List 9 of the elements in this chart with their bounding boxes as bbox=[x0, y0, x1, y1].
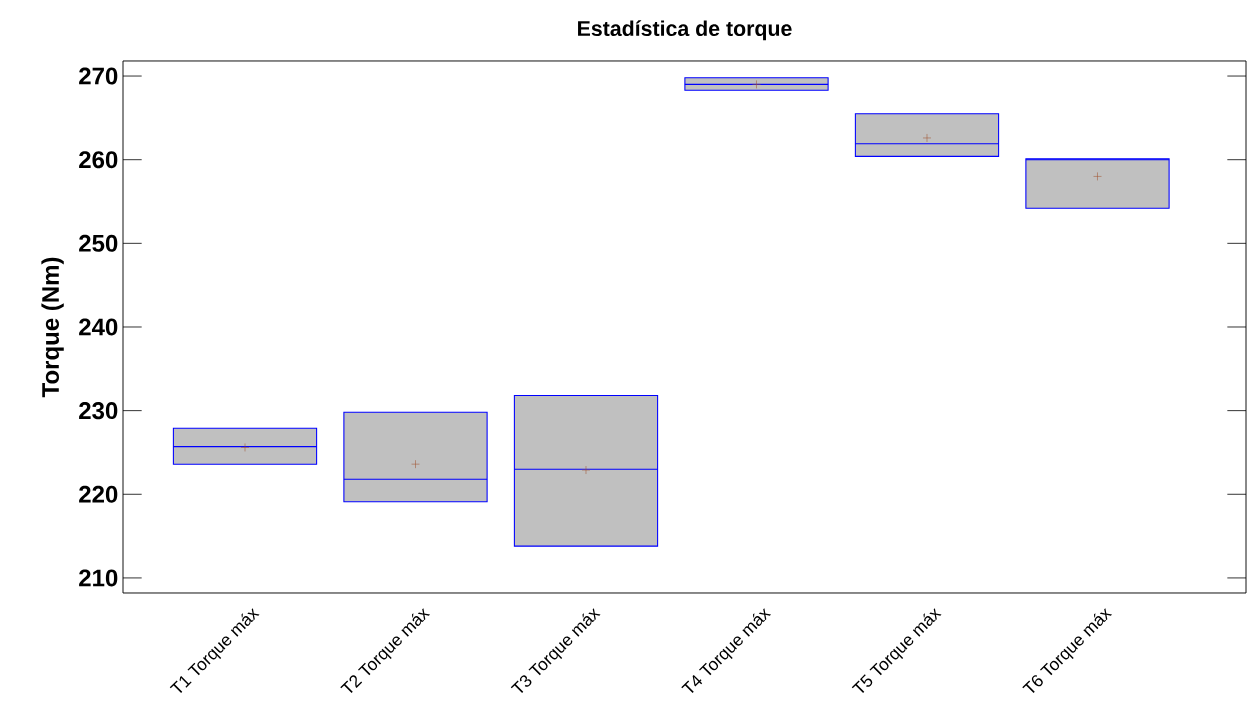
y-tick-label: 260 bbox=[79, 151, 118, 169]
y-tick-label: 270 bbox=[79, 67, 118, 85]
y-axis-title: Torque (Nm) bbox=[41, 257, 64, 398]
y-tick-label: 240 bbox=[79, 318, 118, 336]
y-tick-label: 250 bbox=[79, 234, 118, 252]
y-tick-label: 230 bbox=[79, 402, 118, 420]
y-tick-label: 220 bbox=[79, 485, 118, 503]
chart-title: Estadística de torque bbox=[578, 20, 792, 41]
y-tick-label: 210 bbox=[79, 569, 118, 587]
